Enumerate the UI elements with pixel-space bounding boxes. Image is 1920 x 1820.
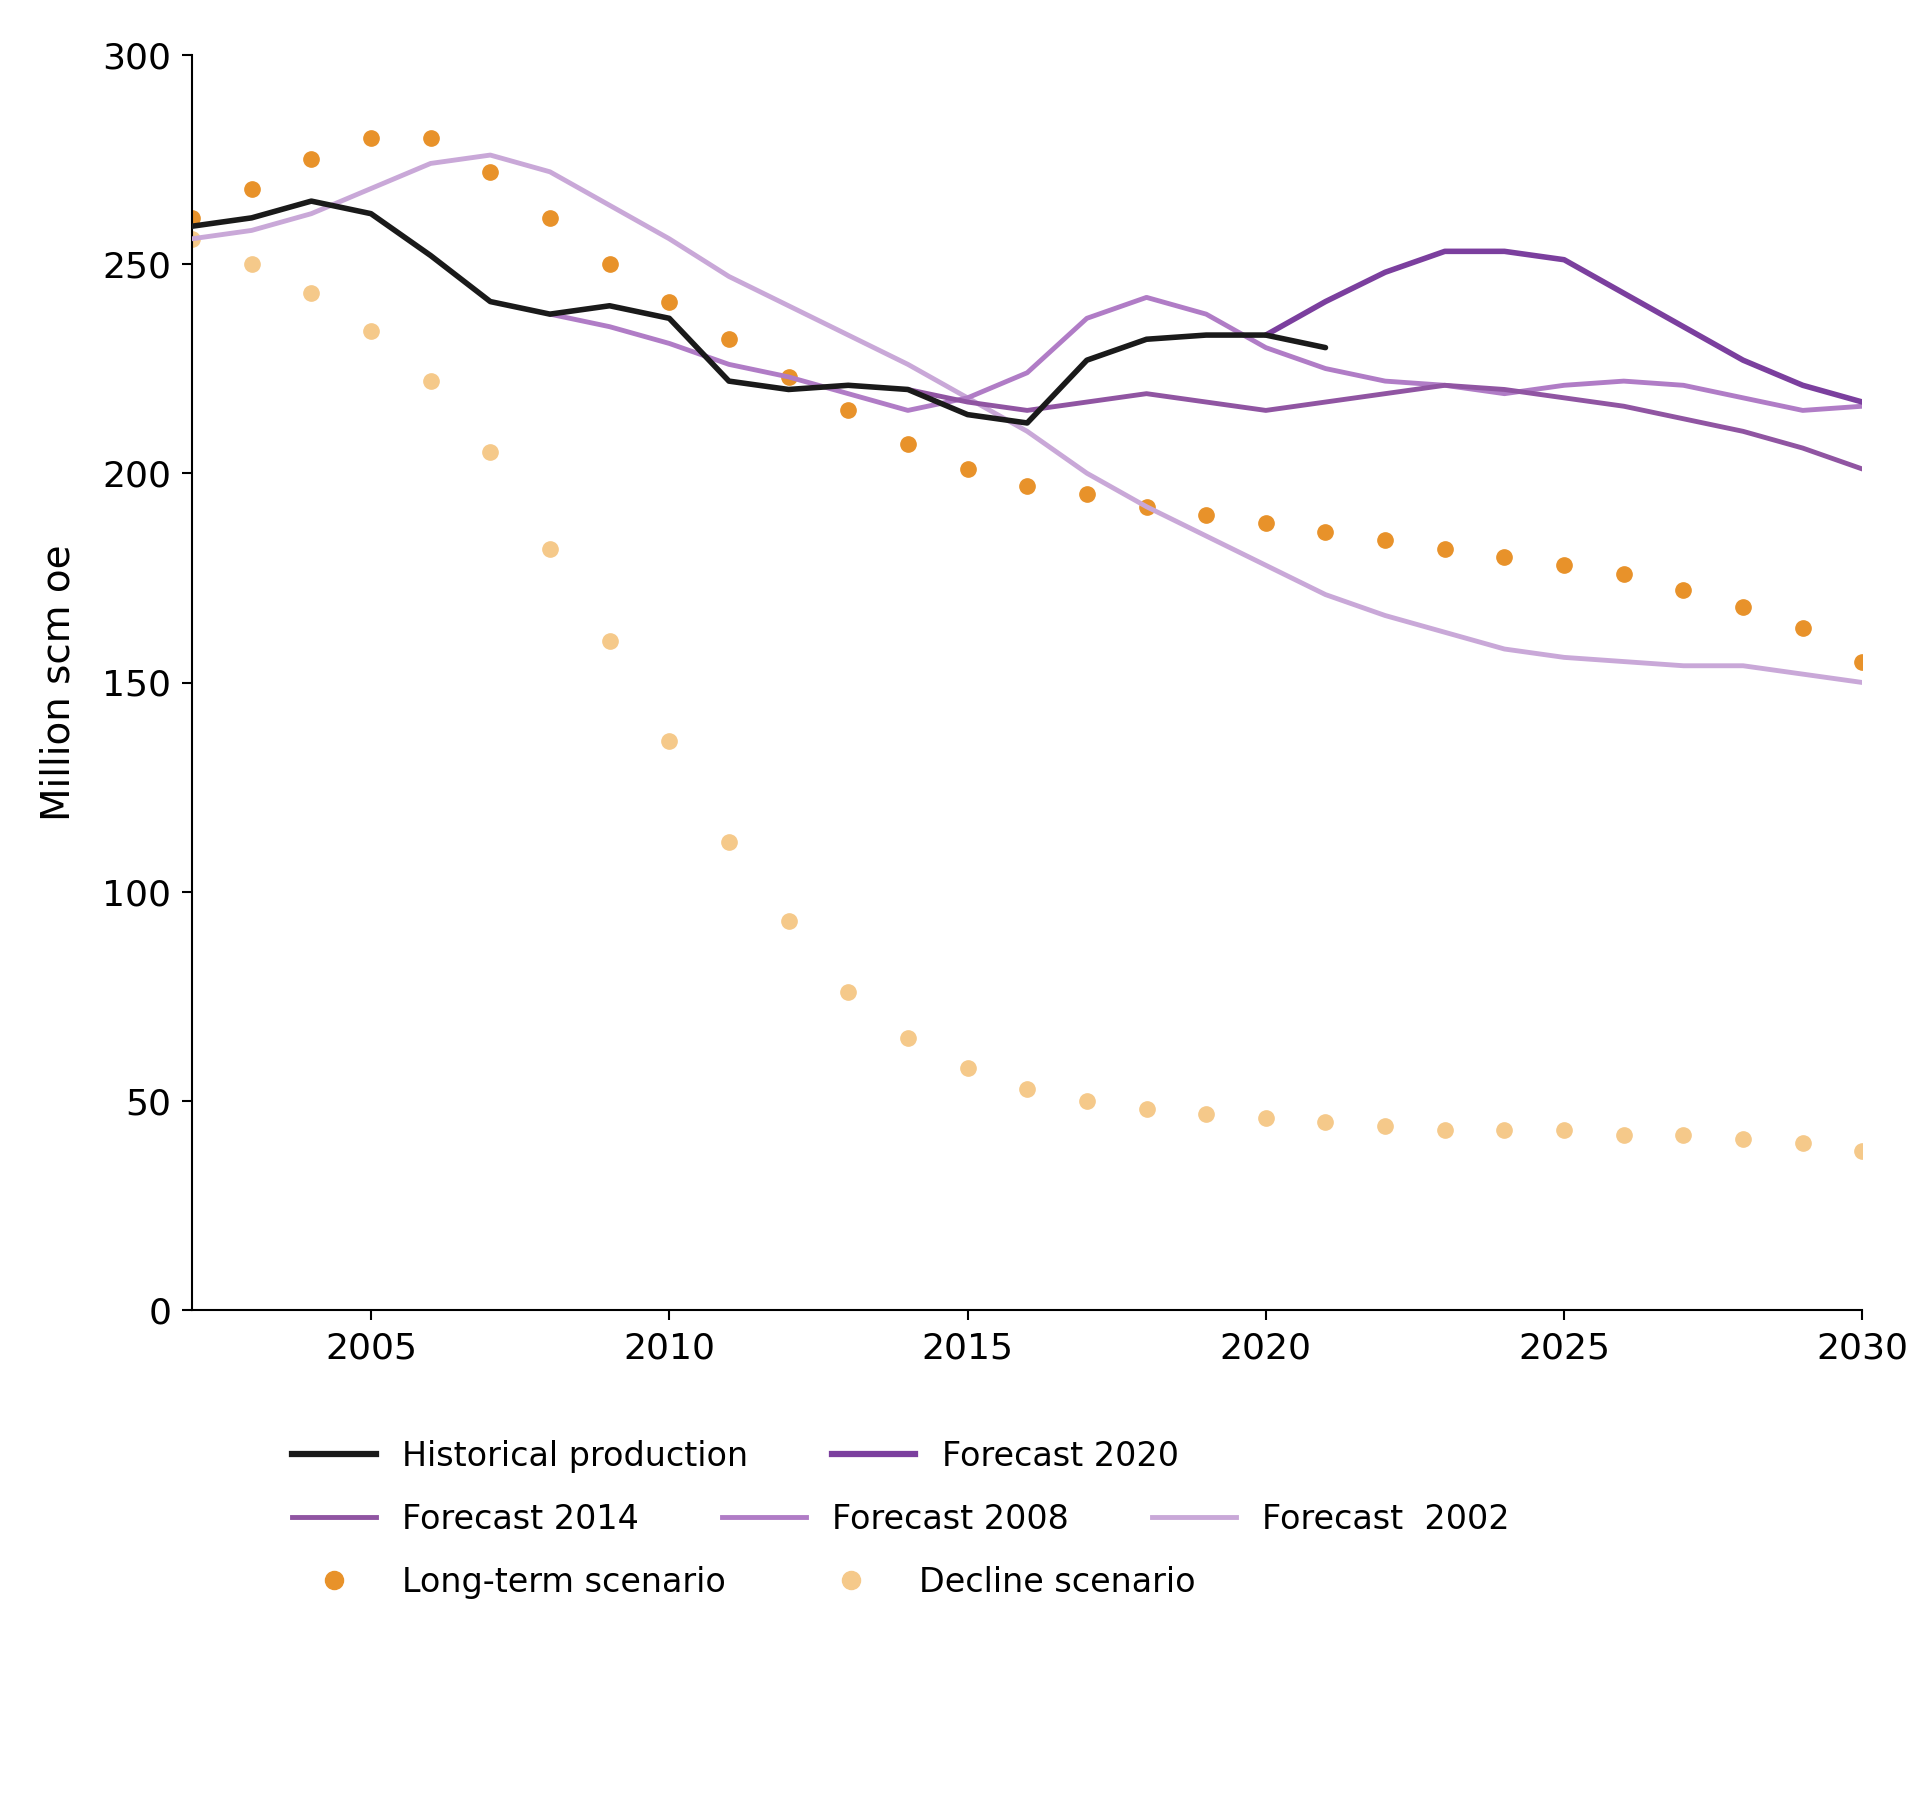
Y-axis label: Million scm oe: Million scm oe	[38, 544, 77, 821]
Legend: Long-term scenario, Decline scenario: Long-term scenario, Decline scenario	[292, 1565, 1196, 1598]
